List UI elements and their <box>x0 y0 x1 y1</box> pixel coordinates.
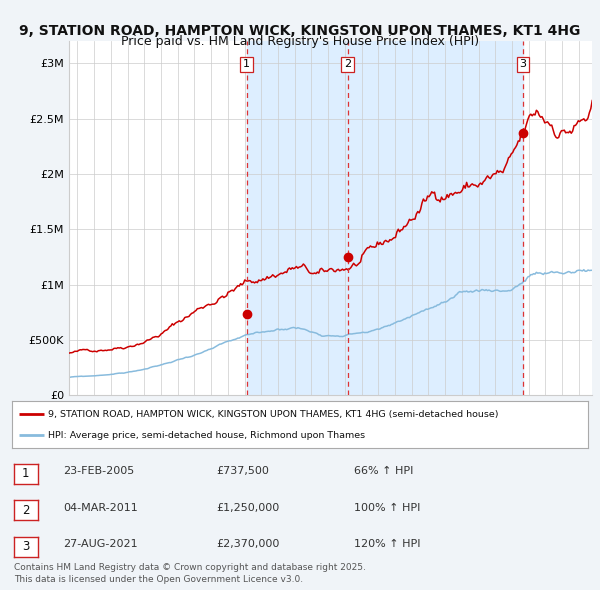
Text: 1: 1 <box>243 60 250 69</box>
Text: 9, STATION ROAD, HAMPTON WICK, KINGSTON UPON THAMES, KT1 4HG (semi-detached hous: 9, STATION ROAD, HAMPTON WICK, KINGSTON … <box>48 410 498 419</box>
Text: 27-AUG-2021: 27-AUG-2021 <box>63 539 137 549</box>
Text: This data is licensed under the Open Government Licence v3.0.: This data is licensed under the Open Gov… <box>14 575 303 584</box>
Text: HPI: Average price, semi-detached house, Richmond upon Thames: HPI: Average price, semi-detached house,… <box>48 431 365 440</box>
Bar <box>247 41 523 395</box>
Text: 23-FEB-2005: 23-FEB-2005 <box>63 466 134 476</box>
Text: 66% ↑ HPI: 66% ↑ HPI <box>354 466 413 476</box>
Text: £1,250,000: £1,250,000 <box>216 503 279 513</box>
Text: 2: 2 <box>344 60 351 69</box>
Text: 120% ↑ HPI: 120% ↑ HPI <box>354 539 421 549</box>
Text: 1: 1 <box>22 467 29 480</box>
Text: 2: 2 <box>22 504 29 517</box>
Text: £2,370,000: £2,370,000 <box>216 539 280 549</box>
Text: 04-MAR-2011: 04-MAR-2011 <box>63 503 138 513</box>
Text: 3: 3 <box>520 60 526 69</box>
Text: 9, STATION ROAD, HAMPTON WICK, KINGSTON UPON THAMES, KT1 4HG: 9, STATION ROAD, HAMPTON WICK, KINGSTON … <box>19 24 581 38</box>
Text: 100% ↑ HPI: 100% ↑ HPI <box>354 503 421 513</box>
Text: 3: 3 <box>22 540 29 553</box>
Text: Contains HM Land Registry data © Crown copyright and database right 2025.: Contains HM Land Registry data © Crown c… <box>14 563 365 572</box>
Text: Price paid vs. HM Land Registry's House Price Index (HPI): Price paid vs. HM Land Registry's House … <box>121 35 479 48</box>
Text: £737,500: £737,500 <box>216 466 269 476</box>
